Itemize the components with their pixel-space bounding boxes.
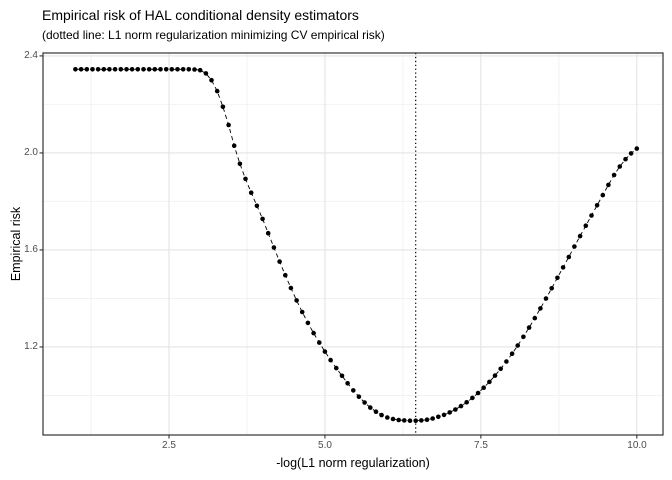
x-tick-label-10.0: 10.0 bbox=[627, 440, 647, 451]
x-axis-title: -log(L1 norm regularization) bbox=[276, 456, 430, 470]
grid-minor bbox=[43, 53, 663, 435]
chart-subtitle: (dotted line: L1 norm regularization min… bbox=[42, 28, 385, 42]
y-tick-label-1.6: 1.6 bbox=[24, 244, 38, 255]
chart-title: Empirical risk of HAL conditional densit… bbox=[42, 7, 359, 23]
y-tick-label-2.4: 2.4 bbox=[24, 50, 38, 61]
x-tick-label-5.0: 5.0 bbox=[318, 440, 332, 451]
series-points bbox=[73, 67, 640, 424]
x-tick-label-2.5: 2.5 bbox=[162, 440, 176, 451]
y-tick-label-1.2: 1.2 bbox=[24, 341, 38, 352]
axis-ticks bbox=[39, 55, 638, 439]
x-tick-label-7.5: 7.5 bbox=[474, 440, 488, 451]
panel-border bbox=[42, 52, 664, 436]
panel-background bbox=[43, 53, 663, 435]
y-axis-title: Empirical risk bbox=[9, 206, 23, 282]
y-tick-label-2.0: 2.0 bbox=[24, 147, 38, 158]
grid-major bbox=[43, 53, 663, 435]
